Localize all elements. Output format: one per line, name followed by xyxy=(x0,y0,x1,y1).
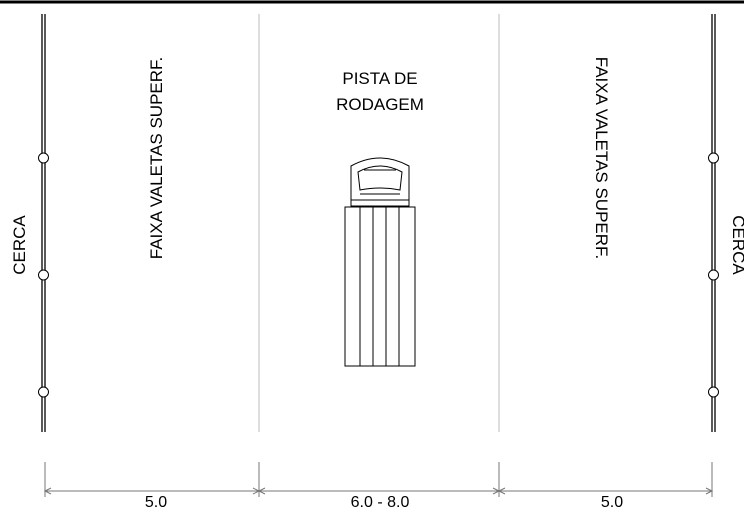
left-fence xyxy=(38,14,49,432)
dimension-line xyxy=(43,462,714,497)
fence-post-icon xyxy=(38,152,49,164)
right-fence xyxy=(708,14,719,432)
pista-label-line2: RODAGEM xyxy=(336,95,424,114)
fence-post-icon xyxy=(38,269,49,281)
faixa-left-label: FAIXA VALETAS SUPERF. xyxy=(147,57,166,260)
fence-post-icon xyxy=(708,152,719,164)
truck-icon xyxy=(344,157,416,367)
cerca-right-label: CERCA xyxy=(729,215,744,275)
dim-roadway: 6.0 - 8.0 xyxy=(351,494,410,509)
dim-left-strip: 5.0 xyxy=(145,494,167,509)
faixa-right-label: FAIXA VALETAS SUPERF. xyxy=(592,57,611,260)
dim-right-strip: 5.0 xyxy=(601,494,623,509)
fence-post-icon xyxy=(38,386,49,398)
fence-post-icon xyxy=(708,269,719,281)
pista-label-line1: PISTA DE xyxy=(342,69,417,88)
fence-post-icon xyxy=(708,386,719,398)
cerca-left-label: CERCA xyxy=(10,215,29,275)
